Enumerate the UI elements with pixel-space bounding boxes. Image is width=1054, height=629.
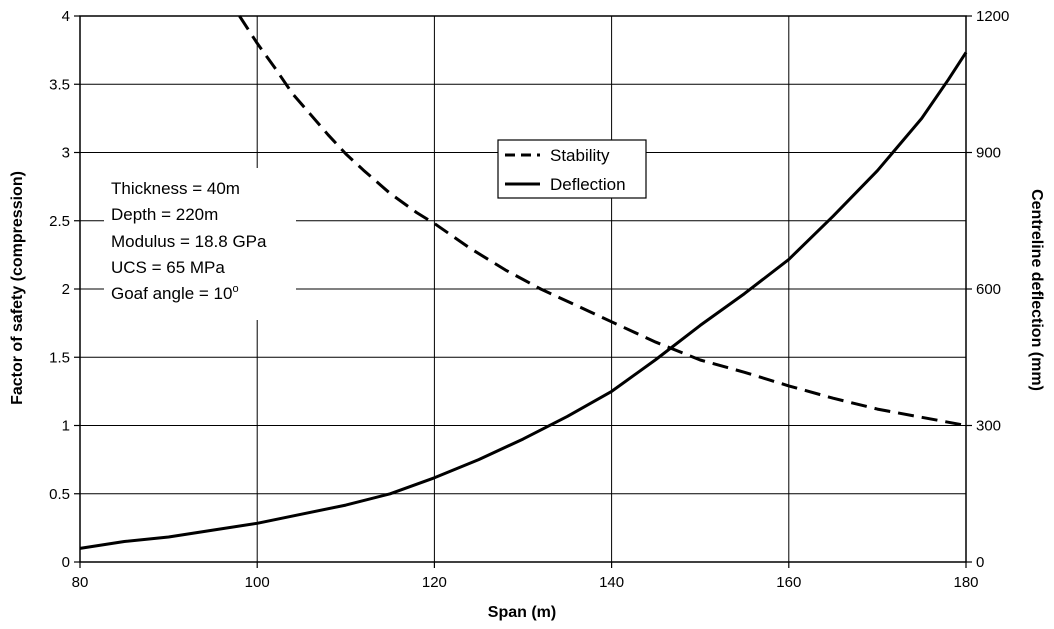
x-tick-label: 80 [72,574,89,591]
y2-tick-label: 900 [976,145,1001,162]
y-tick-label: 0 [62,554,70,571]
y2-tick-label: 1200 [976,8,1009,25]
annotation-background [104,168,296,320]
series-layer [79,15,968,550]
x-tick-label: 140 [599,574,624,591]
annotation-degree-superscript: o [232,283,238,295]
x-tick-label: 180 [953,574,978,591]
x-tick-label: 100 [245,574,270,591]
y-tick-label: 4 [62,8,70,25]
y-tick-label: 3.5 [49,76,70,93]
legend-box [497,139,647,199]
y-axis-title: Factor of safety (compression) [9,171,26,405]
annotation-line: UCS = 65 MPa [111,258,225,277]
y-tick-label: 0.5 [49,486,70,503]
y2-axis-title: Centreline deflection (mm) [1028,189,1045,391]
ticks: 0 0.5 1 1.5 2 2.5 3 3.5 4 80 100 120 140 160 180 0 300 60… [49,8,1009,591]
annotation-line: Modulus = 18.8 GPa [111,232,267,251]
annotation-line: Depth = 220m [111,205,218,224]
series-line-deflection [79,51,968,550]
y-tick-label: 1.5 [49,349,70,366]
annotation-line: Goaf angle = 10o [111,283,239,303]
y-tick-label: 2.5 [49,213,70,230]
parameter-annotation: Thickness = 40m Depth = 220m Modulus = 1… [104,168,296,320]
x-tick-label: 120 [422,574,447,591]
series-line-stability [238,15,967,427]
legend-label-deflection: Deflection [550,175,626,194]
x-axis-title: Span (m) [488,604,556,621]
annotation-goaf-text: Goaf angle = 10 [111,284,232,303]
x-tick-label: 160 [776,574,801,591]
y2-tick-label: 300 [976,418,1001,435]
annotation-line: Thickness = 40m [111,179,240,198]
y-tick-label: 3 [62,145,70,162]
y-tick-label: 1 [62,418,70,435]
y2-tick-label: 0 [976,554,984,571]
y-tick-label: 2 [62,281,70,298]
y2-tick-label: 600 [976,281,1001,298]
legend: Stability Deflection [497,139,647,199]
legend-label-stability: Stability [550,146,610,165]
